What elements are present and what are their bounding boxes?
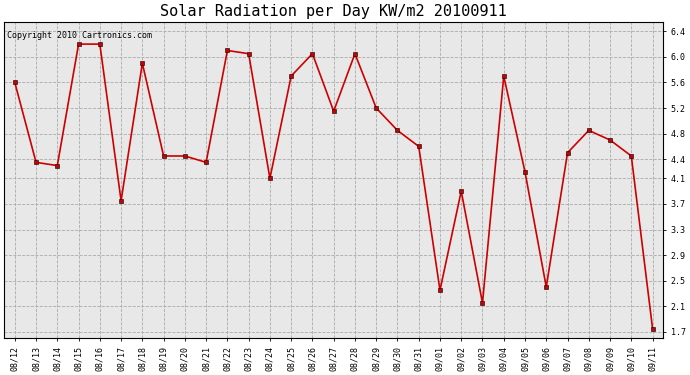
Title: Solar Radiation per Day KW/m2 20100911: Solar Radiation per Day KW/m2 20100911 — [160, 4, 507, 19]
Text: Copyright 2010 Cartronics.com: Copyright 2010 Cartronics.com — [8, 31, 152, 40]
